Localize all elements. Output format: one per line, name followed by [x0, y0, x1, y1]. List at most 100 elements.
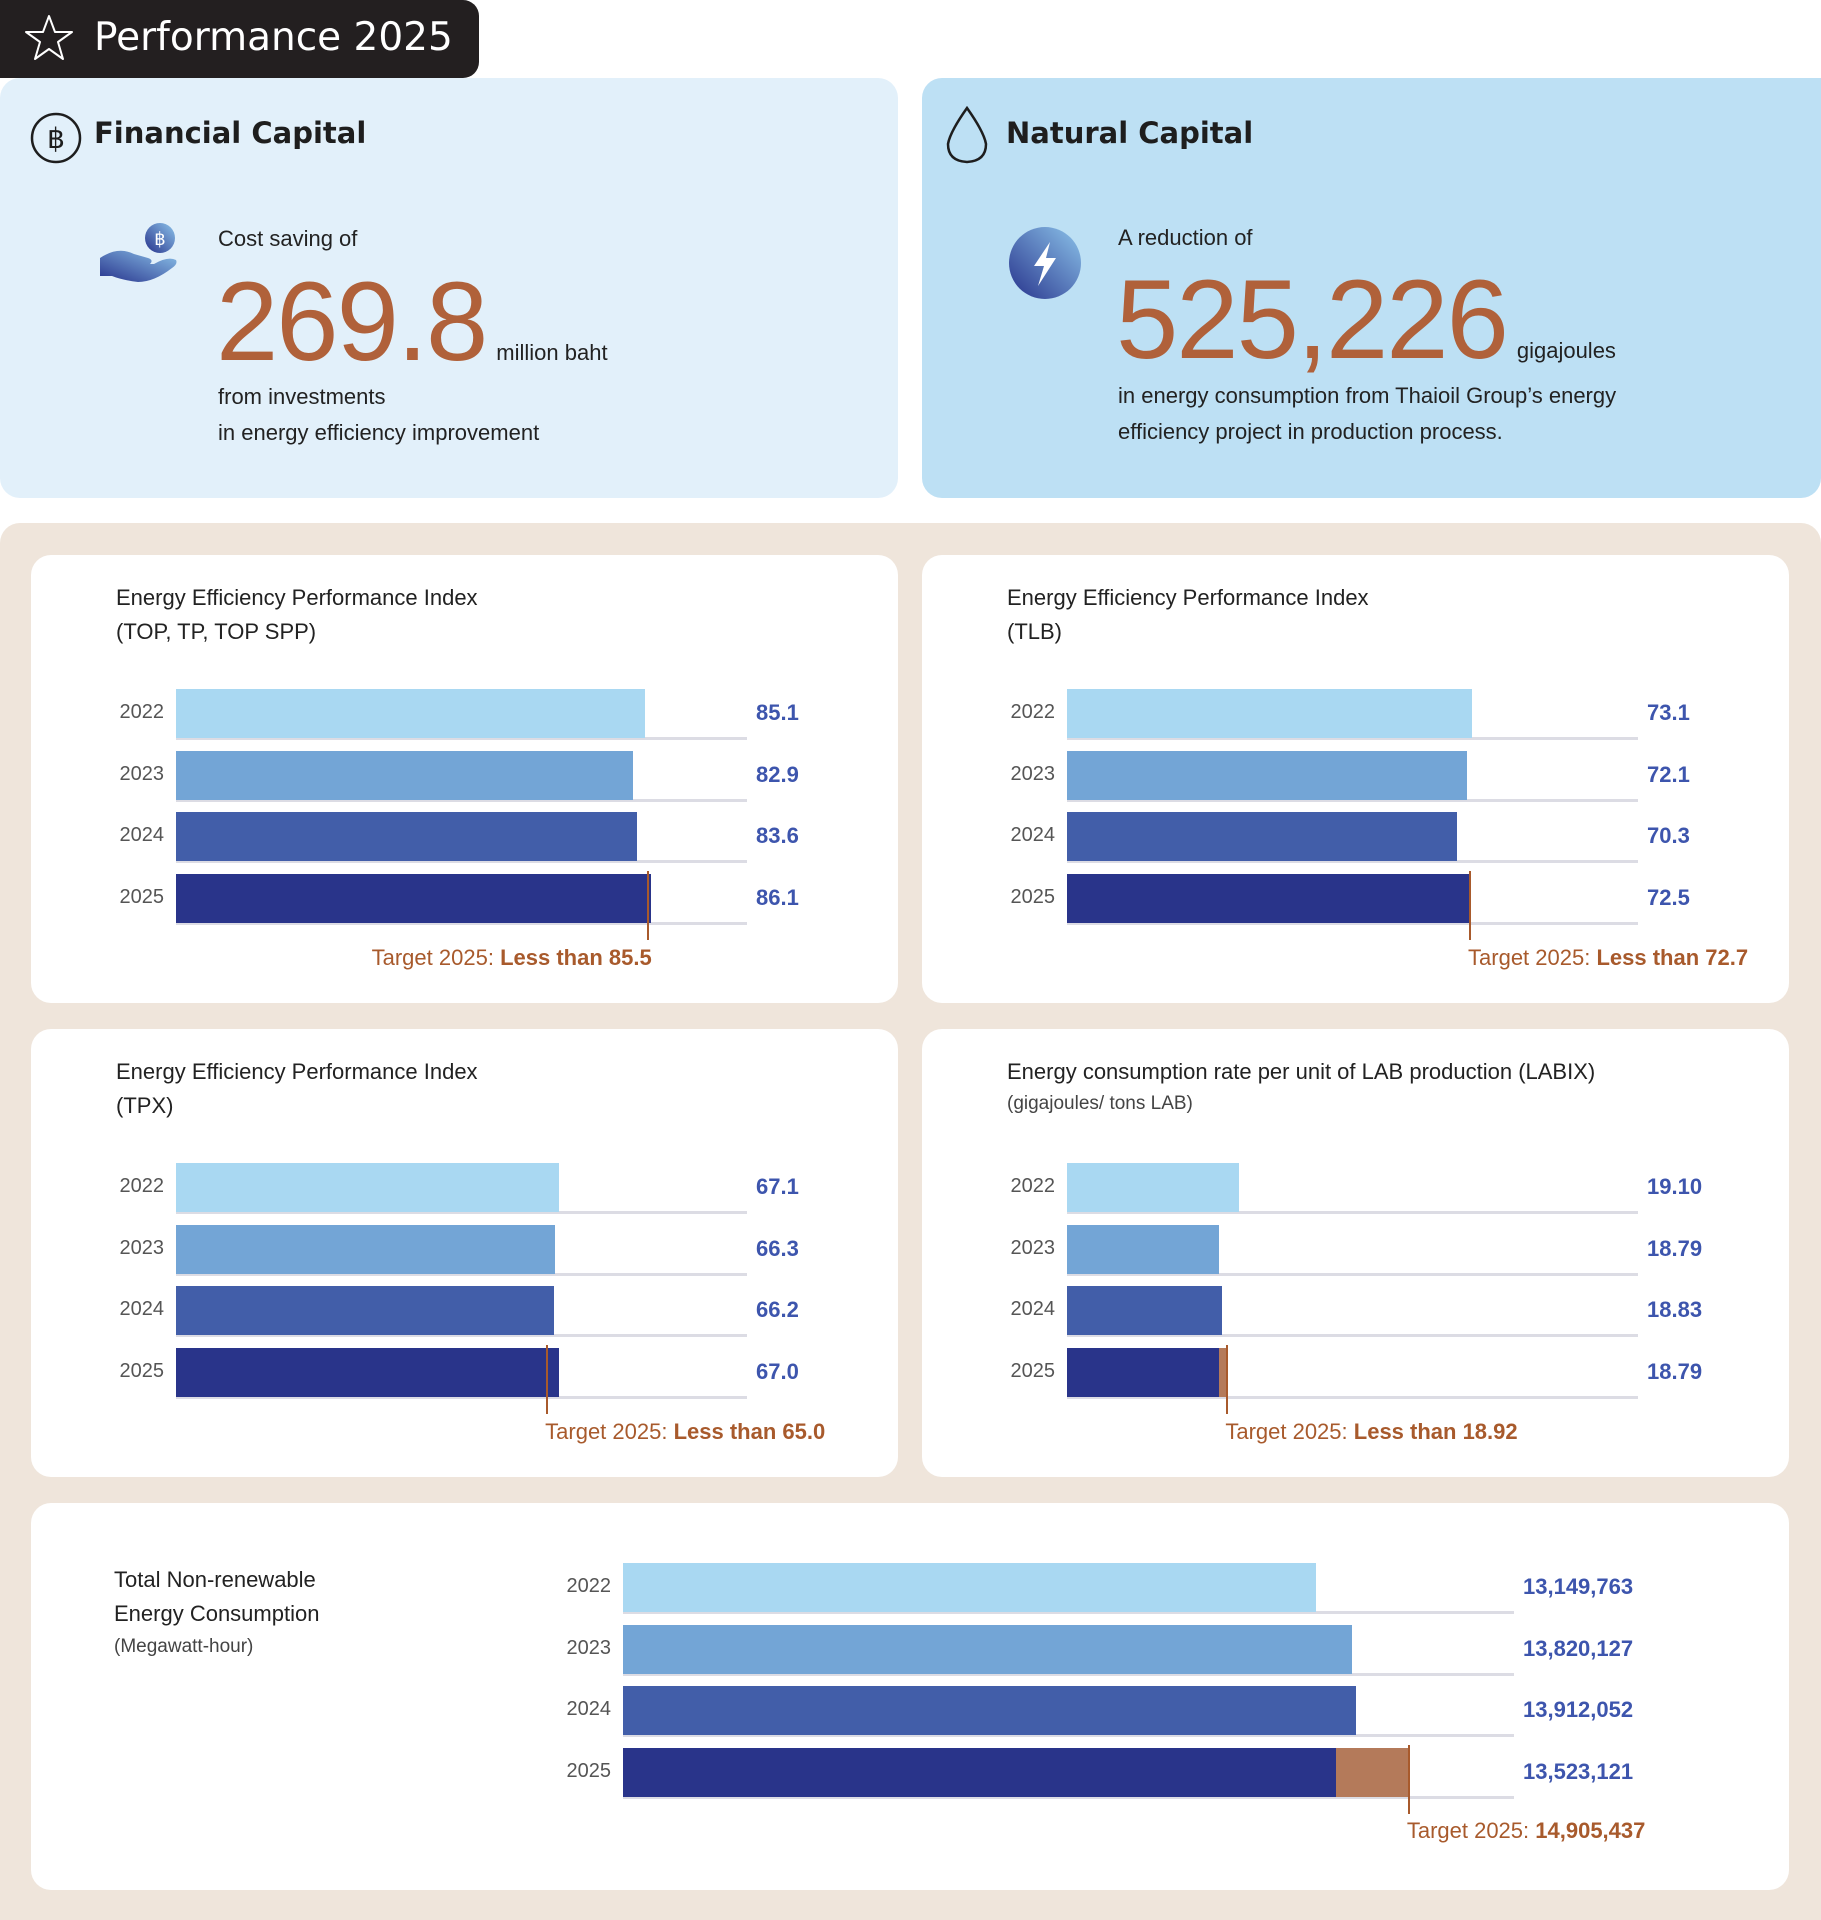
value-label: 13,912,052: [1523, 1697, 1634, 1722]
chart-subtitle: (TOP, TP, TOP SPP): [116, 619, 317, 644]
year-label: 2025: [119, 1359, 165, 1382]
chart-card-eepi-tlb: Energy Efficiency Performance Index (TLB)…: [922, 555, 1789, 1003]
value-label: 83.6: [756, 823, 799, 848]
bar-2025: [1067, 873, 1469, 923]
value-label: 66.3: [756, 1235, 799, 1261]
target-label: Target 2025: Less than 18.92: [1225, 1419, 1517, 1445]
bar-2023: [176, 1224, 555, 1274]
natural-desc-line1: in energy consumption from Thaioil Group…: [1118, 383, 1617, 408]
section-header-badge: Performance 2025: [0, 0, 479, 78]
chart-card-eepi-top: Energy Efficiency Performance Index (TOP,…: [31, 555, 898, 1003]
year-label: 2022: [119, 1175, 165, 1197]
financial-value: 269.8: [216, 259, 488, 384]
bar-baseline: [1067, 1272, 1638, 1276]
chart-subtitle: (TPX): [116, 1093, 174, 1118]
financial-unit: million baht: [496, 340, 608, 365]
bar-2023: [1067, 1224, 1220, 1274]
natural-value: 525,226: [1116, 257, 1509, 382]
bar-2025: [176, 1347, 559, 1397]
chart-title: Energy Efficiency Performance Index: [1007, 585, 1369, 610]
bar-baseline: [1067, 1211, 1638, 1214]
financial-value-row: 269.8 million baht: [216, 266, 608, 378]
year-label: 2022: [1010, 1175, 1056, 1197]
natural-desc-line2: efficiency project in production process…: [1118, 419, 1503, 444]
value-label: 72.1: [1647, 761, 1690, 787]
target-label: Target 2025: 14,905,437: [1407, 1818, 1646, 1844]
year-label: 2025: [1010, 1359, 1056, 1382]
target-gap-bar: [1219, 1347, 1228, 1397]
bar-baseline: [176, 1395, 747, 1399]
natural-unit: gigajoules: [1516, 338, 1616, 363]
bar-baseline: [1067, 798, 1638, 802]
year-label: 2024: [119, 1298, 165, 1320]
bar-2024: [176, 1286, 554, 1335]
year-label: 2023: [119, 1236, 165, 1259]
financial-lead: Cost saving of: [218, 226, 358, 251]
bar-baseline: [176, 798, 747, 802]
financial-capital-card: ฿ Financial Capital ฿ Cost saving of 269…: [0, 78, 898, 498]
bar-2025: [176, 873, 651, 923]
value-label: 82.9: [756, 761, 799, 787]
bar-2022: [1067, 689, 1473, 738]
bar-2023: [623, 1624, 1352, 1674]
bar-baseline: [1067, 921, 1638, 925]
baht-coin-icon: ฿: [30, 112, 82, 164]
year-label: 2023: [119, 762, 165, 785]
bar-baseline: [176, 1334, 747, 1337]
bar-2025: [623, 1747, 1336, 1797]
bar-2024: [176, 812, 638, 861]
year-label: 2024: [1010, 1298, 1056, 1320]
bar-2023: [1067, 750, 1467, 800]
chart-card-non-renewable-energy: Total Non-renewable Energy Consumption (Me…: [31, 1503, 1789, 1890]
target-marker: [1226, 1344, 1229, 1414]
target-value: Less than 18.92: [1353, 1419, 1518, 1444]
chart-card-eepi-tpx: Energy Efficiency Performance Index (TPX)…: [31, 1029, 898, 1477]
value-label: 86.1: [756, 884, 799, 910]
page-title: Performance 2025: [94, 15, 453, 60]
lightning-energy-icon: [1009, 227, 1081, 299]
natural-capital-title: Natural Capital: [1006, 116, 1254, 150]
target-prefix: Target 2025:: [1406, 1818, 1536, 1843]
target-marker: [546, 1344, 549, 1414]
value-label: 72.5: [1647, 884, 1690, 910]
bar-2022: [176, 1163, 560, 1212]
bar-2025: [1067, 1347, 1220, 1397]
financial-desc-line2: in energy efficiency improvement: [218, 420, 540, 445]
bar-baseline: [176, 737, 747, 740]
natural-value-row: 525,226 gigajoules: [1116, 264, 1616, 376]
bar-baseline: [1067, 1334, 1638, 1337]
chart-subtitle: (TLB): [1007, 619, 1062, 644]
value-label: 67.0: [756, 1358, 799, 1384]
target-value: Less than 72.7: [1596, 945, 1749, 970]
value-label: 73.1: [1647, 700, 1690, 725]
chart-card-labix: Energy consumption rate per unit of LAB …: [922, 1029, 1789, 1477]
bar-baseline: [176, 921, 747, 925]
target-label: Target 2025: Less than 85.5: [372, 945, 652, 971]
value-label: 85.1: [756, 700, 799, 725]
year-label: 2024: [566, 1698, 612, 1720]
bar-baseline: [1067, 860, 1638, 863]
bar-baseline: [623, 1734, 1514, 1737]
year-label: 2024: [119, 824, 165, 846]
value-label: 19.10: [1647, 1174, 1703, 1199]
bar-2022: [1067, 1163, 1239, 1212]
chart-unit: (gigajoules/ tons LAB): [1007, 1093, 1193, 1114]
target-value: Less than 65.0: [673, 1419, 826, 1444]
bar-baseline: [1067, 737, 1638, 740]
year-label: 2025: [566, 1759, 612, 1782]
bar-baseline: [623, 1611, 1514, 1614]
value-label: 13,149,763: [1523, 1574, 1634, 1599]
target-prefix: Target 2025:: [371, 945, 501, 970]
target-marker: [1407, 1744, 1410, 1814]
chart-title-line2: Energy Consumption: [114, 1601, 320, 1626]
bar-2024: [1067, 812, 1457, 861]
bar-baseline: [623, 1795, 1514, 1799]
target-marker: [1469, 870, 1472, 940]
bar-baseline: [176, 1272, 747, 1276]
bar-2024: [1067, 1286, 1222, 1335]
chart-title: Energy Efficiency Performance Index: [116, 1059, 478, 1084]
bar-baseline: [623, 1672, 1514, 1676]
bar-2023: [176, 750, 634, 800]
chart-title: Energy Efficiency Performance Index: [116, 585, 478, 610]
natural-capital-card: Natural Capital A reduction of 525,226 g…: [922, 78, 1821, 498]
